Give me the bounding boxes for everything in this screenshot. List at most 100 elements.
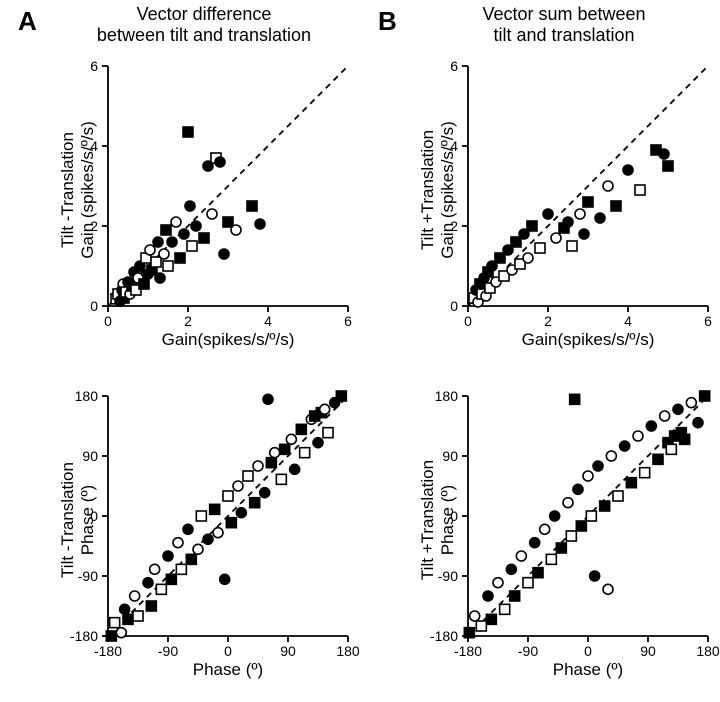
plot-A-phase: -180-90090180-180-90090180: [108, 396, 348, 636]
data-point: [276, 474, 286, 484]
data-point: [226, 518, 236, 528]
data-point: [623, 165, 633, 175]
data-point: [600, 501, 610, 511]
data-point: [220, 574, 230, 584]
data-point: [163, 551, 173, 561]
data-point: [523, 578, 533, 588]
data-point: [673, 404, 683, 414]
data-point: [250, 498, 260, 508]
data-point: [139, 279, 149, 289]
data-point: [213, 528, 223, 538]
svg-text:4: 4: [624, 313, 632, 329]
data-point: [493, 578, 503, 588]
data-point: [573, 484, 583, 494]
data-point: [215, 157, 225, 167]
data-point: [290, 464, 300, 474]
data-point: [155, 273, 165, 283]
data-point: [640, 468, 650, 478]
svg-text:180: 180: [696, 643, 720, 659]
data-point: [286, 434, 296, 444]
col-A-title: Vector difference between tilt and trans…: [54, 4, 354, 45]
svg-text:-180: -180: [94, 643, 122, 659]
data-point: [123, 614, 133, 624]
data-point: [476, 621, 486, 631]
data-point: [133, 611, 143, 621]
svg-text:90: 90: [280, 643, 296, 659]
data-point: [566, 531, 576, 541]
plot-B-gain: 02460246: [468, 66, 708, 306]
data-point: [686, 398, 696, 408]
xlabel-A-gain: Gain(spikes/s/º/s): [108, 330, 348, 350]
data-point: [219, 249, 229, 259]
svg-text:0: 0: [104, 313, 112, 329]
plot-svg: -180-90090180-180-90090180: [108, 396, 348, 636]
plot-svg: 02460246: [468, 66, 708, 306]
data-point: [635, 185, 645, 195]
data-point: [646, 421, 656, 431]
svg-text:2: 2: [544, 313, 552, 329]
data-point: [116, 628, 126, 638]
data-point: [320, 404, 330, 414]
data-point: [603, 181, 613, 191]
data-point: [527, 221, 537, 231]
data-point: [163, 261, 173, 271]
data-point: [210, 504, 220, 514]
data-point: [153, 237, 163, 247]
svg-text:6: 6: [704, 313, 712, 329]
data-point: [260, 488, 270, 498]
data-point: [563, 217, 573, 227]
data-point: [120, 604, 130, 614]
data-point: [233, 481, 243, 491]
data-point: [620, 441, 630, 451]
data-point: [300, 448, 310, 458]
data-point: [323, 428, 333, 438]
data-point: [336, 391, 346, 401]
data-point: [603, 584, 613, 594]
data-point: [464, 628, 474, 638]
data-point: [535, 243, 545, 253]
svg-text:-180: -180: [454, 643, 482, 659]
data-point: [470, 611, 480, 621]
data-point: [579, 229, 589, 239]
data-point: [576, 521, 586, 531]
data-point: [176, 564, 186, 574]
data-point: [130, 591, 140, 601]
data-point: [567, 241, 577, 251]
data-point: [500, 604, 510, 614]
data-point: [583, 471, 593, 481]
plot-A-gain: 02460246: [108, 66, 348, 306]
data-point: [611, 201, 621, 211]
data-point: [151, 257, 161, 267]
data-point: [266, 458, 276, 468]
data-point: [173, 538, 183, 548]
data-point: [207, 209, 217, 219]
svg-text:0: 0: [584, 643, 592, 659]
plot-svg: -180-90090180-180-90090180: [468, 396, 708, 636]
data-point: [146, 601, 156, 611]
data-point: [510, 591, 520, 601]
svg-text:6: 6: [344, 313, 352, 329]
data-point: [223, 491, 233, 501]
data-point: [186, 554, 196, 564]
data-point: [666, 444, 676, 454]
data-point: [626, 478, 636, 488]
data-point: [633, 431, 643, 441]
data-point: [236, 508, 246, 518]
data-point: [663, 161, 673, 171]
data-point: [546, 554, 556, 564]
data-point: [556, 543, 566, 553]
panel-B-label: B: [378, 6, 397, 37]
data-point: [171, 217, 181, 227]
data-point: [516, 551, 526, 561]
data-point: [659, 149, 669, 159]
svg-text:-90: -90: [158, 643, 178, 659]
data-point: [613, 491, 623, 501]
data-point: [166, 574, 176, 584]
data-point: [161, 225, 171, 235]
data-point: [223, 217, 233, 227]
data-point: [523, 253, 533, 263]
plot-svg: 02460246: [108, 66, 348, 306]
data-point: [280, 444, 290, 454]
data-point: [253, 461, 263, 471]
data-point: [183, 127, 193, 137]
